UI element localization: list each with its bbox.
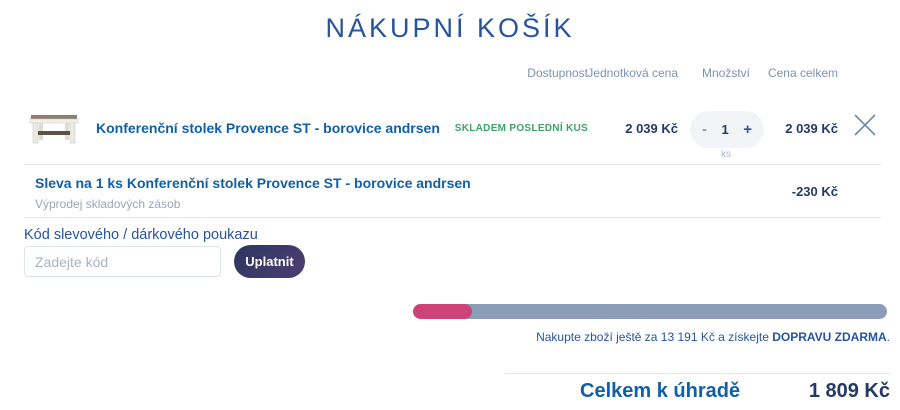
quantity-stepper[interactable]: - 1 + <box>690 111 764 148</box>
column-header-availability: Dostupnost <box>527 66 588 80</box>
coffee-table-icon <box>29 115 79 144</box>
column-header-total: Cena celkem <box>767 66 838 80</box>
quantity-value: 1 <box>721 122 729 137</box>
close-x-icon <box>854 114 876 136</box>
discount-note: Výprodej skladových zásob <box>35 197 181 211</box>
divider <box>24 164 881 165</box>
shipping-progress-bar <box>413 304 887 319</box>
divider <box>505 373 890 374</box>
discount-amount: -230 Kč <box>791 184 838 199</box>
shipping-progress-fill <box>413 304 473 319</box>
page-title: NÁKUPNÍ KOŠÍK <box>325 13 575 43</box>
unit-price: 2 039 Kč <box>625 121 678 136</box>
column-header-quantity: Množství <box>701 66 750 80</box>
column-header-unit-price: Jednotková cena <box>587 66 678 80</box>
product-name-link[interactable]: Konferenční stolek Provence ST - borovic… <box>96 120 440 136</box>
remove-item-button[interactable] <box>851 111 879 139</box>
shipping-note-suffix: . <box>886 330 890 344</box>
divider <box>24 217 881 218</box>
shipping-note-text: Nakupte zboží ještě za 13 191 Kč a získe… <box>536 330 773 344</box>
product-thumbnail[interactable] <box>27 107 81 149</box>
coupon-code-input[interactable] <box>24 246 221 277</box>
shipping-note-highlight: DOPRAVU ZDARMA <box>772 330 887 344</box>
discount-title: Sleva na 1 ks Konferenční stolek Provenc… <box>35 175 471 191</box>
coupon-label: Kód slevového / dárkového poukazu <box>24 227 258 243</box>
shipping-note: Nakupte zboží ještě za 13 191 Kč a získe… <box>413 330 890 344</box>
summary-total-label: Celkem k úhradě <box>580 380 741 402</box>
quantity-unit-label: ks <box>721 149 731 160</box>
availability-badge: SKLADEM POSLEDNÍ KUS <box>454 123 588 134</box>
apply-coupon-button[interactable]: Uplatnit <box>234 245 305 278</box>
summary-total-value: 1 809 Kč <box>808 380 890 402</box>
quantity-increase-button[interactable]: + <box>743 121 752 138</box>
row-total-price: 2 039 Kč <box>785 121 838 136</box>
quantity-decrease-button[interactable]: - <box>702 121 707 138</box>
